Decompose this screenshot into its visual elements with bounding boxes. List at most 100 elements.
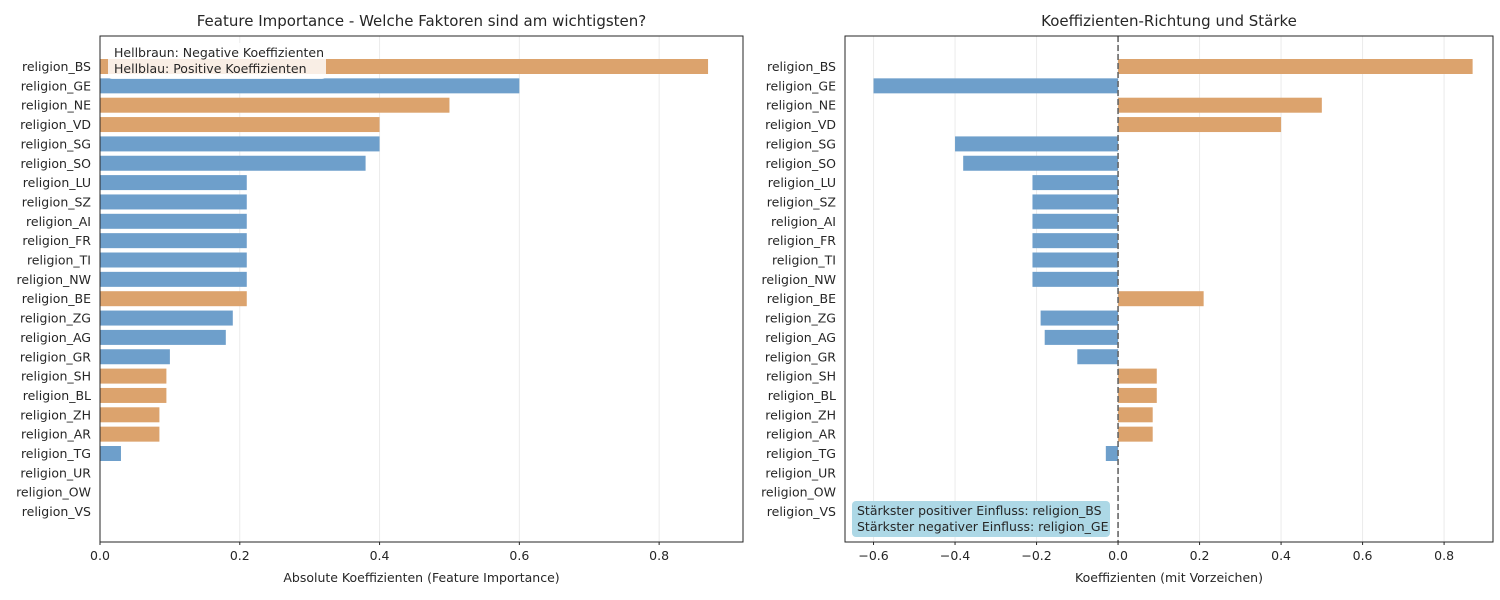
bar-religion_NE: [100, 97, 450, 113]
axes-frame: [844, 35, 1494, 543]
y-tick-label: religion_GE: [21, 78, 91, 93]
bar-religion_AR: [100, 426, 160, 442]
bar-religion_TI: [1032, 252, 1119, 268]
x-tick-label: 0.0: [1108, 548, 1128, 563]
bar-religion_TG: [1105, 446, 1119, 461]
y-tick-label: religion_VD: [20, 117, 91, 132]
y-tick-label: religion_GE: [766, 78, 836, 93]
bar-religion_SZ: [1032, 194, 1119, 210]
coefficient-direction-chart: religion_BS religion_GE religion_NEreligio…: [761, 12, 1494, 585]
x-tick-label: 0.6: [1353, 548, 1373, 563]
bar-religion_NE: [1118, 97, 1322, 113]
legend-box: [108, 43, 326, 79]
x-tick-label: 0.0: [90, 548, 110, 563]
bar-religion_BE: [100, 291, 247, 307]
bar-religion_GE: [873, 78, 1119, 94]
bar-religion_ZG: [1040, 310, 1119, 326]
y-tick-label: religion_ZG: [765, 311, 836, 326]
x-tick-label: 0.4: [370, 548, 390, 563]
bar-religion_FR: [100, 233, 247, 249]
y-tick-label: religion_LU: [23, 175, 91, 190]
bar-religion_TG: [100, 446, 121, 461]
x-tick-label: −0.6: [858, 548, 888, 563]
bar-religion_AG: [1044, 329, 1119, 345]
y-tick-label: religion_TG: [766, 446, 836, 461]
y-tick-label: religion_GR: [20, 349, 91, 364]
y-tick-label: religion_SG: [21, 136, 91, 151]
y-tick-label: religion_OW: [16, 485, 91, 500]
bar-religion_ZH: [1118, 407, 1153, 423]
y-tick-label: religion_SH: [766, 369, 836, 384]
bar-religion_ZH: [100, 407, 160, 423]
y-tick-label: religion_GR: [765, 349, 836, 364]
y-tick-label: religion_VD: [765, 117, 836, 132]
bar-religion_LU: [100, 175, 247, 191]
y-tick-label: religion_SO: [765, 156, 836, 171]
x-tick-label: 0.4: [1271, 548, 1291, 563]
y-tick-label: religion_VS: [22, 504, 91, 519]
y-tick-label: religion_BL: [768, 388, 836, 403]
annotation-text: Stärkster negativer Einfluss: religion_G…: [857, 519, 1109, 534]
y-tick-label: religion_VS: [767, 504, 836, 519]
bar-religion_ZG: [100, 310, 233, 326]
legend-text: Hellblau: Positive Koeffizienten: [114, 61, 307, 76]
annotation-text: Stärkster positiver Einfluss: religion_B…: [857, 503, 1102, 518]
y-tick-label: religion_AI: [771, 214, 836, 229]
y-tick-label: religion_BS: [22, 59, 91, 74]
y-tick-label: religion_SO: [20, 156, 91, 171]
x-tick-label: 0.2: [230, 548, 250, 563]
y-tick-label: religion_AR: [21, 427, 91, 442]
bar-religion_AI: [1032, 213, 1119, 229]
bar-religion_SO: [963, 155, 1119, 171]
x-axis-label: Koeffizienten (mit Vorzeichen): [1075, 570, 1263, 585]
bar-religion_BL: [100, 387, 167, 403]
y-tick-label: religion_NE: [766, 98, 836, 113]
y-tick-label: religion_BS: [767, 59, 836, 74]
x-axis-label: Absolute Koeffizienten (Feature Importan…: [283, 570, 559, 585]
y-tick-label: religion_SZ: [767, 194, 836, 209]
y-tick-label: religion_SH: [21, 369, 91, 384]
bar-religion_GR: [100, 349, 170, 365]
x-tick-label: 0.6: [509, 548, 529, 563]
bar-religion_SZ: [100, 194, 247, 210]
legend-text: Hellbraun: Negative Koeffizienten: [114, 45, 324, 60]
y-tick-label: religion_BE: [22, 291, 91, 306]
y-tick-label: religion_UR: [765, 465, 836, 480]
x-tick-label: −0.2: [1021, 548, 1051, 563]
y-tick-label: religion_NE: [21, 98, 91, 113]
y-tick-label: religion_SZ: [22, 194, 91, 209]
y-tick-label: religion_OW: [761, 485, 836, 500]
bar-religion_TI: [100, 252, 247, 268]
y-tick-label: religion_ZH: [20, 407, 91, 422]
bar-religion_BE: [1118, 291, 1204, 307]
y-tick-label: religion_NW: [17, 272, 91, 287]
y-tick-label: religion_SG: [766, 136, 836, 151]
bar-religion_VD: [100, 117, 380, 133]
y-tick-label: religion_UR: [20, 465, 91, 480]
y-tick-label: religion_AR: [766, 427, 836, 442]
bar-religion_AI: [100, 213, 247, 229]
axes-frame: [99, 35, 744, 543]
bar-religion_SH: [100, 368, 167, 384]
bar-religion_SH: [1118, 368, 1157, 384]
bar-religion_VD: [1118, 117, 1282, 133]
x-tick-label: 0.2: [1190, 548, 1210, 563]
y-tick-label: religion_ZH: [765, 407, 836, 422]
bar-religion_LU: [1032, 175, 1119, 191]
bar-religion_SG: [100, 136, 380, 152]
y-tick-label: religion_ZG: [20, 311, 91, 326]
y-tick-label: religion_TG: [21, 446, 91, 461]
x-tick-label: 0.8: [649, 548, 669, 563]
chart-title: Feature Importance - Welche Faktoren sin…: [197, 12, 647, 30]
y-tick-label: religion_AI: [26, 214, 91, 229]
annotation-box: [852, 501, 1110, 537]
bar-religion_AR: [1118, 426, 1153, 442]
y-tick-label: religion_AG: [20, 330, 91, 345]
y-tick-label: religion_FR: [22, 233, 91, 248]
y-tick-label: religion_FR: [767, 233, 836, 248]
bar-religion_FR: [1032, 233, 1119, 249]
y-tick-label: religion_BE: [767, 291, 836, 306]
bar-religion_AG: [100, 329, 226, 345]
bar-religion_NW: [1032, 271, 1119, 287]
